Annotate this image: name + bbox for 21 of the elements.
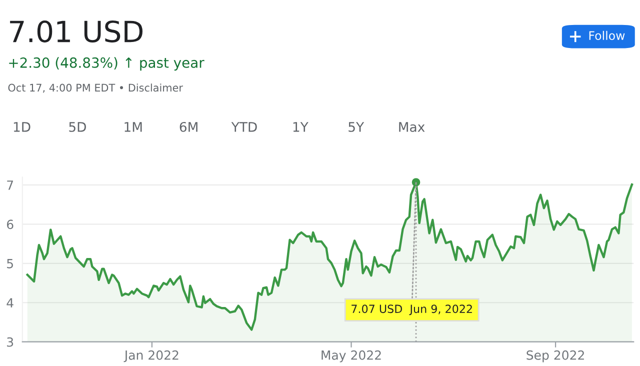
text: 1M: [124, 122, 142, 132]
y-tick-label: 3: [7, 337, 14, 347]
x-tick-label: Jan 2022: [124, 350, 178, 362]
x-tick-label: May 2022: [322, 350, 381, 362]
text: 1D: [14, 122, 30, 132]
x-tick-label: Sep 2022: [526, 350, 584, 362]
chart-subtitle: +2.30 (48.83%) ↑ past year: [9, 57, 204, 71]
text: 1Y: [293, 122, 308, 132]
text: 6M: [180, 122, 198, 132]
text: Oct 17, 4:00 PM EDT • Disclaimer: [8, 84, 183, 93]
text: YTD: [231, 122, 257, 132]
text: 5D: [69, 122, 86, 132]
y-tick-label: 6: [6, 220, 14, 230]
text: 5Y: [348, 122, 364, 132]
annotation: 7.07 USD Jun 9, 2022: [352, 304, 472, 316]
y-tick-label: 5: [7, 259, 13, 268]
y-tick-label: 7: [7, 180, 13, 190]
text: Follow: [589, 30, 625, 40]
text: Max: [399, 122, 425, 132]
y-tick-label: 4: [6, 298, 14, 308]
chart-title: 7.01 USD: [10, 20, 142, 43]
